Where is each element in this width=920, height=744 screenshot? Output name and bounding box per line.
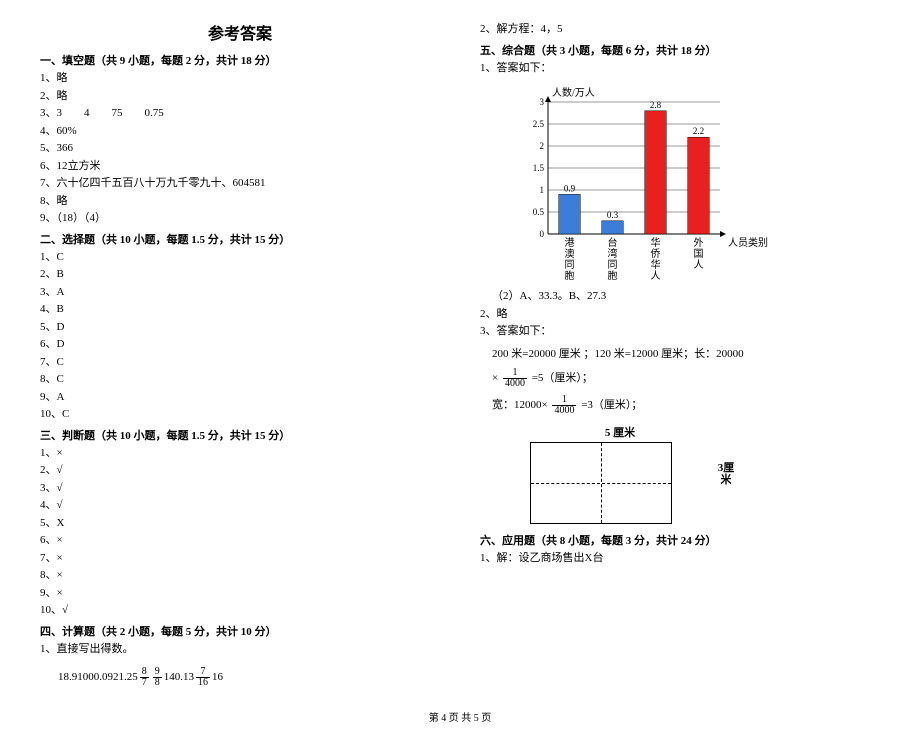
answer-line: 2、B <box>40 266 440 283</box>
calc-numbers-row: 18.91000.0921.258798140.1371616 <box>58 667 440 688</box>
answer-line: 6、× <box>40 532 440 549</box>
calc2b: =5（厘米）； <box>532 372 593 384</box>
answer-line: 8、× <box>40 567 440 584</box>
svg-text:0.3: 0.3 <box>607 210 619 220</box>
answer-line: 8、C <box>40 371 440 388</box>
bar-chart-svg: 人数/万人00.511.522.53人员类别0.9港澳同胞0.3台湾同胞2.8华… <box>510 84 770 284</box>
answer-line: 3、A <box>40 284 440 301</box>
frac-b: 1 4000 <box>552 395 576 416</box>
svg-text:2: 2 <box>540 141 545 151</box>
answer-line: 10、C <box>40 406 440 423</box>
rect-right-label: 3厘米 <box>714 462 738 486</box>
svg-text:人员类别: 人员类别 <box>728 236 768 249</box>
section-6-head: 六、应用题（共 8 小题，每题 3 分，共计 24 分） <box>480 532 880 548</box>
svg-text:0.9: 0.9 <box>564 183 576 193</box>
answer-line: 5、X <box>40 515 440 532</box>
svg-text:人数/万人: 人数/万人 <box>552 86 595 99</box>
page-footer: 第 4 页 共 5 页 <box>40 709 880 724</box>
answer-line: 4、60% <box>40 123 440 140</box>
svg-text:2.2: 2.2 <box>693 126 704 136</box>
rectangle-diagram: 5 厘米 3厘米 <box>530 424 710 524</box>
answer-line: 8、略 <box>40 193 440 210</box>
answer-line: 3、3 4 75 0.75 <box>40 105 440 122</box>
svg-text:0: 0 <box>540 229 545 239</box>
answer-line: 6、12立方米 <box>40 158 440 175</box>
svg-text:3: 3 <box>540 97 545 107</box>
answer-line: 9、（18）（4） <box>40 210 440 227</box>
answer-line: 7、× <box>40 550 440 567</box>
page: 参考答案 一、填空题（共 9 小题，每题 2 分，共计 18 分） 1、略2、略… <box>40 20 880 689</box>
section-4-sub: 1、直接写出得数。 <box>40 641 440 658</box>
answer-title: 参考答案 <box>40 20 440 44</box>
svg-text:2.5: 2.5 <box>533 119 545 129</box>
section-3-list: 1、×2、√3、√4、√5、X6、×7、×8、×9、×10、√ <box>40 445 440 619</box>
svg-text:胞: 胞 <box>608 270 618 282</box>
svg-text:1.5: 1.5 <box>533 163 545 173</box>
section-1-head: 一、填空题（共 9 小题，每题 2 分，共计 18 分） <box>40 52 440 68</box>
rect-top-label: 5 厘米 <box>530 424 710 440</box>
svg-text:人: 人 <box>694 259 704 271</box>
s6-1: 1、解：设乙商场售出X台 <box>480 550 880 567</box>
svg-text:胞: 胞 <box>565 270 575 282</box>
svg-text:国: 国 <box>694 248 704 260</box>
right-column: 2、解方程：4，5 五、综合题（共 3 小题，每题 6 分，共计 18 分） 1… <box>480 20 880 689</box>
answer-line: 1、C <box>40 249 440 266</box>
calc2: × 1 4000 =5（厘米）； <box>492 368 880 389</box>
answer-line: 1、× <box>40 445 440 462</box>
svg-text:同: 同 <box>565 259 575 271</box>
s5-1b: （2）A、33.3。B、27.3 <box>492 288 880 305</box>
section-5-head: 五、综合题（共 3 小题，每题 6 分，共计 18 分） <box>480 42 880 58</box>
answer-line: 2、略 <box>40 88 440 105</box>
answer-line: 4、B <box>40 301 440 318</box>
svg-text:华: 华 <box>651 258 661 271</box>
answer-line: 9、× <box>40 585 440 602</box>
section-2-head: 二、选择题（共 10 小题，每题 1.5 分，共计 15 分） <box>40 231 440 247</box>
s5-2: 2、略 <box>480 306 880 323</box>
s5-1: 1、答案如下： <box>480 60 880 77</box>
section-3-head: 三、判断题（共 10 小题，每题 1.5 分，共计 15 分） <box>40 427 440 443</box>
calc2a: × <box>492 372 498 384</box>
frac-a: 1 4000 <box>503 368 527 389</box>
answer-line: 4、√ <box>40 497 440 514</box>
svg-text:澳: 澳 <box>565 247 575 260</box>
bar-chart: 人数/万人00.511.522.53人员类别0.9港澳同胞0.3台湾同胞2.8华… <box>510 84 770 284</box>
answer-line: 3、√ <box>40 480 440 497</box>
answer-line: 5、D <box>40 319 440 336</box>
s5-3: 3、答案如下： <box>480 323 880 340</box>
answer-line: 10、√ <box>40 602 440 619</box>
section-1-list: 1、略2、略3、3 4 75 0.754、60%5、3666、12立方米7、六十… <box>40 70 440 227</box>
section-2-list: 1、C2、B3、A4、B5、D6、D7、C8、C9、A10、C <box>40 249 440 423</box>
svg-text:2.8: 2.8 <box>650 100 662 110</box>
svg-text:台: 台 <box>608 236 618 249</box>
svg-text:外: 外 <box>694 237 704 249</box>
svg-text:1: 1 <box>540 185 545 195</box>
calc1: 200 米=20000 厘米 ；120 米=12000 厘米；长：20000 <box>492 346 880 363</box>
calc3b: =3（厘米）； <box>581 399 642 411</box>
answer-line: 7、C <box>40 354 440 371</box>
svg-text:人: 人 <box>651 270 661 282</box>
svg-text:同: 同 <box>608 259 618 271</box>
rect-box <box>530 442 672 524</box>
left-column: 参考答案 一、填空题（共 9 小题，每题 2 分，共计 18 分） 1、略2、略… <box>40 20 440 689</box>
svg-text:湾: 湾 <box>608 247 618 260</box>
answer-line: 1、略 <box>40 70 440 87</box>
section-4-head: 四、计算题（共 2 小题，每题 5 分，共计 10 分） <box>40 623 440 639</box>
calc3a: 宽：12000× <box>492 399 548 411</box>
answer-line: 7、六十亿四千五百八十万九千零九十、604581 <box>40 175 440 192</box>
svg-text:港: 港 <box>565 237 575 249</box>
answer-line: 2、√ <box>40 462 440 479</box>
svg-text:华: 华 <box>651 236 661 249</box>
answer-line: 5、366 <box>40 140 440 157</box>
svg-text:0.5: 0.5 <box>533 207 545 217</box>
calc3: 宽：12000× 1 4000 =3（厘米）； <box>492 395 880 416</box>
dash-horizontal <box>531 483 671 484</box>
pre-line: 2、解方程：4，5 <box>480 21 880 38</box>
answer-line: 6、D <box>40 336 440 353</box>
svg-text:侨: 侨 <box>651 248 661 260</box>
answer-line: 9、A <box>40 389 440 406</box>
